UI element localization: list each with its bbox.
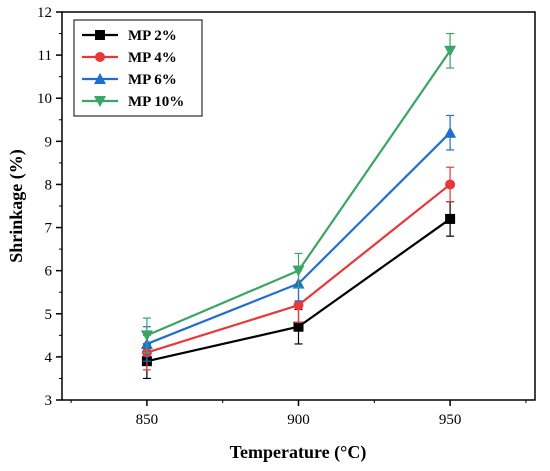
- data-point: [444, 45, 457, 57]
- legend-marker: [95, 52, 105, 62]
- x-axis-title: Temperature (°C): [230, 442, 367, 463]
- legend-entry: MP 6%: [82, 72, 177, 88]
- y-tick-label-11: 11: [38, 48, 52, 64]
- y-tick-label-4: 4: [45, 350, 53, 366]
- y-tick-label-12: 12: [37, 5, 52, 21]
- data-point: [292, 265, 305, 277]
- data-point: [444, 126, 457, 138]
- y-tick-label-9: 9: [45, 134, 53, 150]
- legend-entry: MP 4%: [82, 50, 177, 66]
- y-tick-label-3: 3: [45, 393, 53, 409]
- x-tick-label-900: 900: [287, 412, 310, 428]
- y-tick-label-6: 6: [45, 264, 53, 280]
- y-tick-label-7: 7: [45, 221, 53, 237]
- y-tick-label-5: 5: [45, 307, 53, 323]
- y-tick-label-8: 8: [45, 177, 53, 193]
- data-point: [293, 300, 304, 311]
- legend-marker: [94, 73, 106, 84]
- legend-marker: [94, 96, 106, 107]
- legend-label: MP 2%: [128, 28, 177, 44]
- data-point: [293, 321, 304, 332]
- legend-entry: MP 2%: [82, 28, 177, 44]
- x-tick-label-850: 850: [136, 412, 159, 428]
- legend-label: MP 6%: [128, 72, 177, 88]
- y-tick-label-10: 10: [37, 91, 52, 107]
- legend-label: MP 4%: [128, 50, 177, 66]
- legend-label: MP 10%: [128, 94, 184, 110]
- data-point: [140, 330, 153, 342]
- legend-entry: MP 10%: [82, 94, 184, 110]
- y-axis-title: Shrinkage (%): [6, 149, 27, 263]
- legend-marker: [95, 30, 105, 40]
- data-point: [445, 213, 456, 224]
- data-point: [445, 179, 456, 190]
- series-4: [140, 32, 457, 354]
- x-tick-label-950: 950: [439, 412, 462, 428]
